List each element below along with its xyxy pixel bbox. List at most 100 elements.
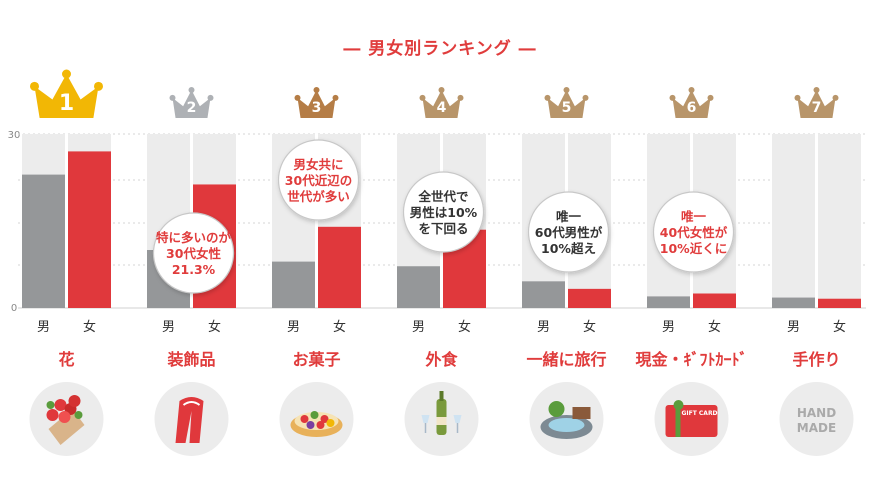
crown-jewel	[313, 87, 320, 93]
bubble-shape	[402, 171, 485, 253]
gender-label-female: 女	[708, 319, 721, 335]
glass	[453, 415, 462, 423]
bar-female	[693, 293, 736, 308]
bubble-text: 10%近くに	[660, 241, 727, 256]
crown-jewel	[582, 94, 589, 101]
fruit	[326, 419, 335, 427]
bubble-text: 40代女性が	[660, 225, 728, 240]
bubble-text: 特に多いのが	[156, 230, 232, 245]
crown-jewel	[707, 94, 714, 101]
bar-male	[272, 261, 315, 308]
bar-female	[818, 298, 861, 308]
crown-jewel	[669, 94, 676, 101]
bar-female	[568, 288, 611, 308]
rank-number: 5	[562, 100, 572, 116]
bottle-label	[436, 417, 447, 425]
handmade-text: MADE	[797, 421, 836, 435]
gender-label-female: 女	[333, 319, 346, 335]
icon-circle	[779, 382, 854, 456]
crown-jewel	[457, 94, 464, 101]
bar-track	[818, 134, 861, 308]
bar-male	[522, 281, 565, 308]
crown-jewel	[294, 94, 301, 101]
category-label: 現金・ｷﾞﾌﾄｶｰﾄﾞ	[635, 350, 747, 369]
gift-bow	[673, 400, 684, 410]
fruit	[310, 411, 319, 419]
category-label: 手作り	[792, 350, 840, 369]
bubble-text: 唯一	[681, 209, 707, 224]
bubble-text: 世代が多い	[287, 189, 350, 204]
bar-male	[22, 174, 65, 308]
crown-jewel	[438, 87, 445, 93]
bar-track	[772, 134, 815, 308]
rank-number: 1	[59, 91, 74, 116]
bubble-text: 唯一	[556, 209, 582, 224]
bubble-text: 30代近辺の	[285, 173, 352, 188]
fruit	[306, 421, 315, 429]
gender-label-male: 男	[537, 320, 550, 335]
y-tick-label: 30	[8, 130, 21, 141]
y-tick-label: 0	[11, 303, 17, 314]
scarf-line	[182, 401, 201, 406]
crown-jewel	[563, 87, 570, 93]
category-group: 1 男 女花	[22, 69, 111, 456]
crown-jewel	[544, 94, 551, 101]
bar-female	[318, 226, 361, 308]
onsen-hut	[572, 407, 591, 419]
bubble-text: 60代男性が	[535, 225, 603, 240]
crown-jewel	[813, 87, 820, 93]
crown-jewel	[332, 94, 339, 101]
bubble-text: 30代女性	[166, 246, 221, 261]
gift-card-text: GIFT CARD	[681, 410, 717, 417]
crown-icon	[422, 90, 461, 118]
fruit	[316, 421, 325, 429]
crown-jewel	[794, 94, 801, 101]
crown-jewel	[62, 69, 71, 79]
gender-label-female: 女	[83, 319, 96, 335]
gift-ribbon	[675, 405, 681, 437]
bar-male	[772, 297, 815, 308]
bubble-shape	[152, 212, 235, 294]
category-label: お菓子	[292, 350, 340, 369]
rank-number: 6	[687, 100, 697, 116]
handmade-text: HAND	[797, 406, 836, 420]
rank-number: 3	[312, 100, 322, 116]
rank-number: 7	[812, 100, 822, 116]
leaf	[74, 411, 83, 419]
gender-label-male: 男	[412, 320, 425, 335]
crown-jewel	[188, 87, 195, 93]
bar-male	[397, 266, 440, 308]
gender-label-female: 女	[833, 319, 846, 335]
fruit	[300, 415, 309, 423]
bubble-text: を下回る	[418, 221, 468, 236]
category-group: 4 男 女外食	[397, 87, 486, 456]
crown-jewel	[832, 94, 839, 101]
fruit	[320, 415, 329, 423]
onsen-water	[548, 418, 585, 432]
bar-female	[68, 151, 111, 308]
bouquet-wrap	[48, 409, 85, 445]
bubble-shape	[527, 191, 610, 273]
gender-label-male: 男	[37, 320, 50, 335]
crown-jewel	[94, 81, 103, 91]
crown-jewel	[169, 94, 176, 101]
silver-crown-icon	[172, 90, 211, 118]
crown-jewel	[419, 94, 426, 101]
crown-jewel	[30, 81, 39, 91]
category-label: 外食	[424, 350, 458, 369]
crown-jewel	[688, 87, 695, 93]
crown-icon	[797, 90, 836, 118]
crown-icon	[672, 90, 711, 118]
bubble-shape	[652, 191, 735, 273]
glass	[421, 415, 430, 423]
flower	[58, 411, 71, 423]
crown-jewel	[207, 94, 214, 101]
scarf-body	[175, 397, 204, 443]
